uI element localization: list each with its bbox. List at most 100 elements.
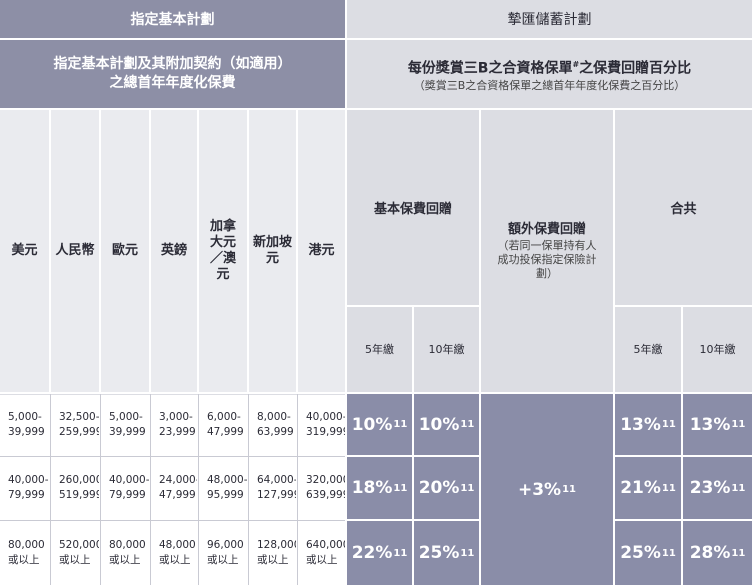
basic-5yr-rebate: 18% 11 bbox=[347, 457, 412, 519]
premium-range: 96,000 或以上 bbox=[199, 521, 247, 585]
total-10yr-rebate-text: 13% bbox=[689, 414, 731, 435]
footnote-mark: 11 bbox=[731, 419, 746, 430]
total-10yr-rebate: 28% 11 bbox=[683, 521, 752, 585]
premium-range: 128,000 或以上 bbox=[249, 521, 300, 585]
basic-5yr-header: 5年繳 bbox=[347, 307, 412, 392]
extra-rebate-title: 額外保費回贈 bbox=[507, 222, 586, 237]
grid-line bbox=[197, 110, 199, 585]
left-subheader: 指定基本計劃及其附加契約（如適用） 之總首年年度化保費 bbox=[0, 40, 345, 108]
grid-line bbox=[479, 108, 481, 585]
footnote-mark: 11 bbox=[460, 419, 475, 430]
basic-10yr-rebate-text: 20% bbox=[418, 478, 460, 498]
currency-sgd: 新加坡元 bbox=[249, 110, 296, 392]
grid-line bbox=[296, 110, 298, 585]
basic-5yr-rebate: 22% 11 bbox=[347, 521, 412, 585]
right-subheader-title: 每份獎賞三B之合資格保單#之保費回贈百分比 bbox=[408, 55, 691, 79]
grid-line bbox=[681, 305, 683, 585]
total-10yr-header: 10年繳 bbox=[683, 307, 752, 392]
right-subheader-tail: 之保費回贈百分比 bbox=[579, 60, 692, 77]
grid-line bbox=[198, 394, 199, 585]
total-10yr-rebate: 23% 11 bbox=[683, 457, 752, 519]
total-5yr-rebate: 21% 11 bbox=[615, 457, 681, 519]
top-left-header: 指定基本計劃 bbox=[0, 0, 345, 38]
grid-line bbox=[150, 394, 151, 585]
grid-line bbox=[613, 108, 615, 585]
left-subheader-line2: 之總首年年度化保費 bbox=[109, 75, 236, 91]
grid-line bbox=[50, 394, 51, 585]
footnote-mark: 11 bbox=[661, 419, 676, 430]
premium-range: 640,000 或以上 bbox=[298, 521, 349, 585]
grid-line bbox=[0, 456, 345, 457]
footnote-mark: 11 bbox=[393, 547, 408, 559]
premium-range: 80,000 或以上 bbox=[101, 521, 149, 585]
top-right-header: 摯匯儲蓄計劃 bbox=[347, 0, 752, 38]
premium-range: 8,000- 63,999 bbox=[249, 394, 296, 455]
grid-line bbox=[99, 110, 101, 585]
left-subheader-line1: 指定基本計劃及其附加契約（如適用） bbox=[53, 56, 292, 72]
footnote-mark: 11 bbox=[460, 547, 475, 559]
footnote-mark: 11 bbox=[460, 482, 475, 494]
premium-range: 80,000 或以上 bbox=[0, 521, 49, 585]
basic-rebate-header: 基本保費回贈 bbox=[347, 110, 479, 305]
extra-rebate-value: +3% 11 bbox=[481, 394, 613, 585]
total-10yr-rebate-text: 28% bbox=[689, 543, 731, 563]
basic-10yr-rebate-text: 10% bbox=[418, 414, 460, 435]
grid-line bbox=[149, 110, 151, 585]
total-5yr-rebate: 25% 11 bbox=[615, 521, 681, 585]
total-header: 合共 bbox=[615, 110, 752, 305]
total-5yr-rebate: 13% 11 bbox=[615, 394, 681, 455]
currency-hkd: 港元 bbox=[298, 110, 345, 392]
premium-range: 40,000- 79,999 bbox=[101, 457, 150, 519]
premium-range: 5,000- 39,999 bbox=[0, 394, 49, 455]
currency-rmb: 人民幣 bbox=[51, 110, 99, 392]
footnote-mark: 11 bbox=[661, 482, 676, 494]
premium-range: 3,000- 23,999 bbox=[151, 394, 197, 455]
currency-eur: 歐元 bbox=[101, 110, 149, 392]
total-10yr-rebate-text: 23% bbox=[689, 478, 731, 498]
footnote-mark: 11 bbox=[562, 484, 577, 495]
grid-line bbox=[297, 394, 298, 585]
premium-range: 320,000- 639,999 bbox=[298, 457, 353, 519]
total-5yr-header: 5年繳 bbox=[615, 307, 681, 392]
extra-rebate-header: 額外保費回贈 （若同一保單持有人成功投保指定保險計劃） bbox=[481, 110, 613, 392]
grid-line bbox=[615, 519, 752, 521]
grid-line bbox=[0, 392, 752, 394]
basic-5yr-rebate: 10% 11 bbox=[347, 394, 412, 455]
footnote-mark: 11 bbox=[731, 547, 746, 559]
grid-line bbox=[49, 110, 51, 585]
grid-line bbox=[0, 108, 752, 110]
grid-line bbox=[0, 38, 752, 40]
basic-10yr-header: 10年繳 bbox=[414, 307, 479, 392]
basic-10yr-rebate: 25% 11 bbox=[414, 521, 479, 585]
premium-range: 40,000- 79,999 bbox=[0, 457, 49, 519]
footnote-mark: 11 bbox=[393, 482, 408, 494]
basic-5yr-rebate-text: 18% bbox=[351, 478, 393, 498]
grid-line bbox=[248, 394, 249, 585]
footnote-mark: 11 bbox=[661, 547, 676, 559]
right-subheader-sup: # bbox=[572, 60, 580, 70]
premium-range: 24,000- 47,999 bbox=[151, 457, 200, 519]
right-subheader-sub: （獎賞三B之合資格保單之總首年年度化保費之百分比） bbox=[413, 78, 686, 92]
footnote-mark: 11 bbox=[393, 419, 408, 430]
currency-usd: 美元 bbox=[0, 110, 49, 392]
extra-rebate-note: （若同一保單持有人成功投保指定保險計劃） bbox=[497, 239, 597, 280]
premium-range: 32,500- 259,999 bbox=[51, 394, 102, 455]
grid-line bbox=[345, 0, 347, 585]
footnote-mark: 11 bbox=[731, 482, 746, 494]
grid-line bbox=[412, 305, 414, 585]
range-border bbox=[0, 394, 345, 585]
premium-range: 48,000 或以上 bbox=[151, 521, 197, 585]
grid-line bbox=[0, 520, 345, 521]
premium-range: 520,000 或以上 bbox=[51, 521, 102, 585]
basic-5yr-rebate-text: 22% bbox=[351, 543, 393, 563]
premium-range: 48,000- 95,999 bbox=[199, 457, 248, 519]
grid-line bbox=[100, 394, 101, 585]
grid-line bbox=[347, 305, 479, 307]
basic-10yr-rebate-text: 25% bbox=[418, 543, 460, 563]
premium-range: 260,000- 519,999 bbox=[51, 457, 106, 519]
grid-line bbox=[615, 305, 752, 307]
premium-range: 5,000- 39,999 bbox=[101, 394, 149, 455]
basic-10yr-rebate: 10% 11 bbox=[414, 394, 479, 455]
basic-5yr-rebate-text: 10% bbox=[351, 414, 393, 435]
